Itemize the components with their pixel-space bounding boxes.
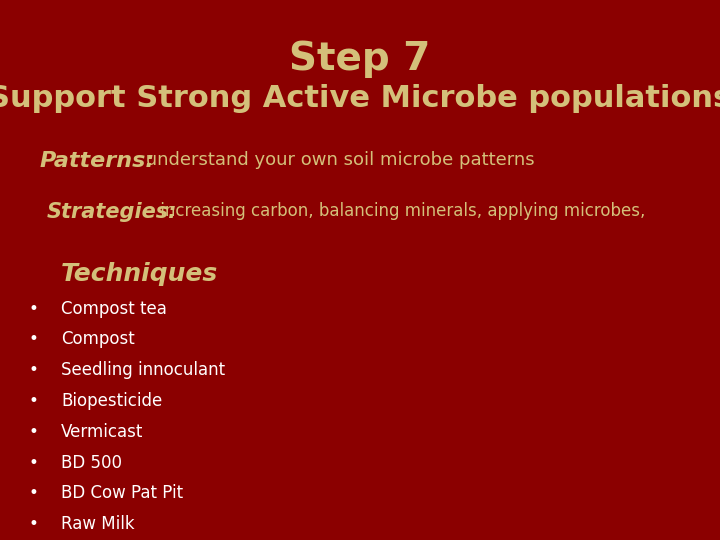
- Text: •: •: [29, 454, 39, 471]
- Text: •: •: [29, 392, 39, 410]
- Text: Support Strong Active Microbe populations: Support Strong Active Microbe population…: [0, 84, 720, 113]
- Text: •: •: [29, 515, 39, 533]
- Text: BD Cow Pat Pit: BD Cow Pat Pit: [61, 484, 184, 502]
- Text: •: •: [29, 423, 39, 441]
- Text: •: •: [29, 484, 39, 502]
- Text: BD 500: BD 500: [61, 454, 122, 471]
- Text: Compost tea: Compost tea: [61, 300, 167, 318]
- Text: Patterns:: Patterns:: [40, 151, 155, 171]
- Text: Biopesticide: Biopesticide: [61, 392, 163, 410]
- Text: Seedling innoculant: Seedling innoculant: [61, 361, 225, 379]
- Text: Strategies:: Strategies:: [47, 202, 177, 222]
- Text: •: •: [29, 361, 39, 379]
- Text: •: •: [29, 300, 39, 318]
- Text: Raw Milk: Raw Milk: [61, 515, 135, 533]
- Text: Step 7: Step 7: [289, 40, 431, 78]
- Text: Compost: Compost: [61, 330, 135, 348]
- Text: •: •: [29, 330, 39, 348]
- Text: Vermicast: Vermicast: [61, 423, 143, 441]
- Text: understand your own soil microbe patterns: understand your own soil microbe pattern…: [140, 151, 535, 169]
- Text: increasing carbon, balancing minerals, applying microbes,: increasing carbon, balancing minerals, a…: [155, 202, 645, 220]
- Text: Techniques: Techniques: [61, 262, 218, 286]
